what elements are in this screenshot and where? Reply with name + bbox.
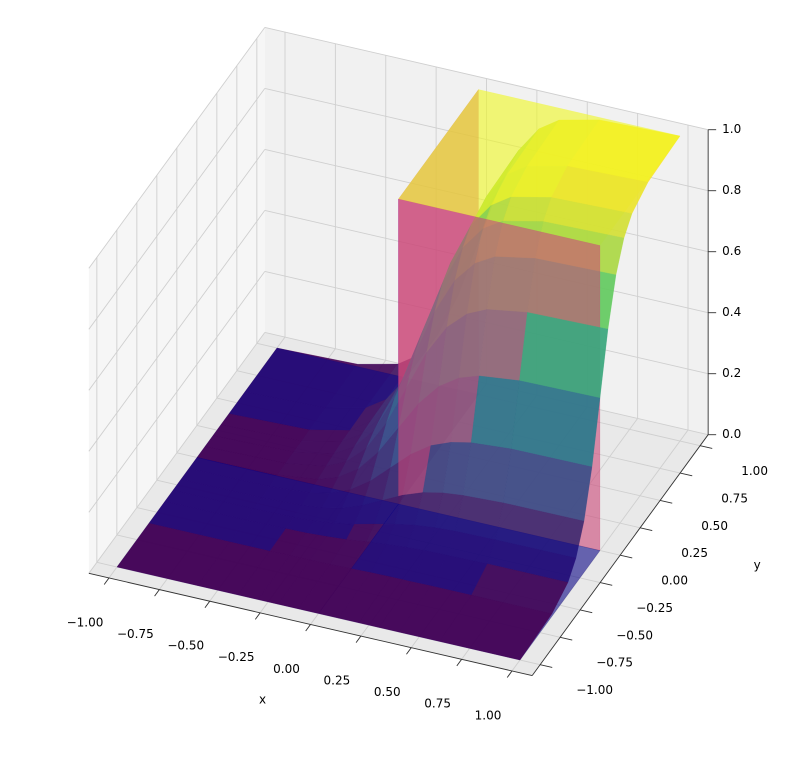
tick-mark — [506, 670, 513, 678]
y-axis-label: y — [754, 558, 761, 572]
y-tick-label: 0.25 — [681, 546, 708, 560]
z-tick-label: 0.0 — [722, 427, 741, 441]
y-tick-label: 0.50 — [701, 519, 728, 533]
grid-line — [88, 27, 266, 269]
y-tick-label: −0.25 — [636, 601, 673, 615]
x-tick-label: −0.50 — [167, 639, 204, 653]
y-tick-label: 0.00 — [661, 574, 688, 588]
x-tick-label: 0.25 — [324, 673, 351, 687]
tick-mark — [456, 659, 462, 667]
z-tick-label: 0.6 — [722, 244, 741, 258]
tick-mark — [254, 612, 261, 620]
axis-line — [88, 572, 533, 677]
tick-mark — [600, 582, 613, 586]
x-tick-label: 1.00 — [475, 708, 502, 722]
grid-line — [88, 332, 266, 574]
axes: −1.00−0.75−0.50−0.250.000.250.500.751.00… — [67, 122, 768, 722]
tick-mark — [540, 664, 553, 668]
tick-mark — [660, 499, 673, 504]
surface-patch — [462, 442, 512, 504]
grid-line — [88, 149, 266, 391]
tick-mark — [700, 445, 713, 449]
y-tick-label: −0.75 — [596, 656, 633, 670]
tick-mark — [560, 636, 573, 641]
surface-patch — [293, 440, 343, 454]
tick-mark — [305, 624, 311, 632]
tick-mark — [580, 609, 593, 614]
y-tick-label: −1.00 — [576, 683, 613, 697]
x-tick-label: −1.00 — [67, 615, 104, 629]
tick-mark — [640, 527, 653, 532]
x-tick-label: 0.50 — [374, 685, 401, 699]
grid-line — [264, 26, 709, 131]
tick-mark — [154, 589, 160, 597]
tick-mark — [103, 577, 110, 585]
z-tick-label: 0.2 — [722, 366, 741, 380]
grid-line — [88, 88, 266, 330]
x-tick-label: 0.75 — [424, 697, 451, 711]
tick-mark — [406, 647, 412, 655]
y-tick-label: −0.50 — [616, 628, 653, 642]
z-tick-label: 1.0 — [722, 122, 741, 136]
y-tick-label: 0.75 — [721, 491, 748, 505]
grid-line — [88, 271, 266, 513]
tick-mark — [680, 472, 693, 477]
tick-mark — [355, 635, 362, 643]
x-axis-label: x — [259, 693, 266, 707]
z-tick-label: 0.4 — [722, 305, 741, 319]
x-tick-label: 0.00 — [273, 662, 300, 676]
surface-patch — [470, 375, 520, 450]
x-tick-label: −0.75 — [117, 627, 154, 641]
y-tick-label: 1.00 — [741, 464, 768, 478]
surfaces — [116, 88, 681, 661]
surface-patch — [301, 429, 351, 442]
x-tick-label: −0.25 — [218, 650, 255, 664]
axis-line — [531, 434, 709, 676]
surface-patch — [502, 196, 552, 222]
tick-mark — [204, 600, 211, 609]
z-tick-label: 0.8 — [722, 183, 741, 197]
grid-line — [88, 210, 266, 452]
surface-patch — [439, 594, 553, 661]
tick-mark — [620, 554, 633, 559]
